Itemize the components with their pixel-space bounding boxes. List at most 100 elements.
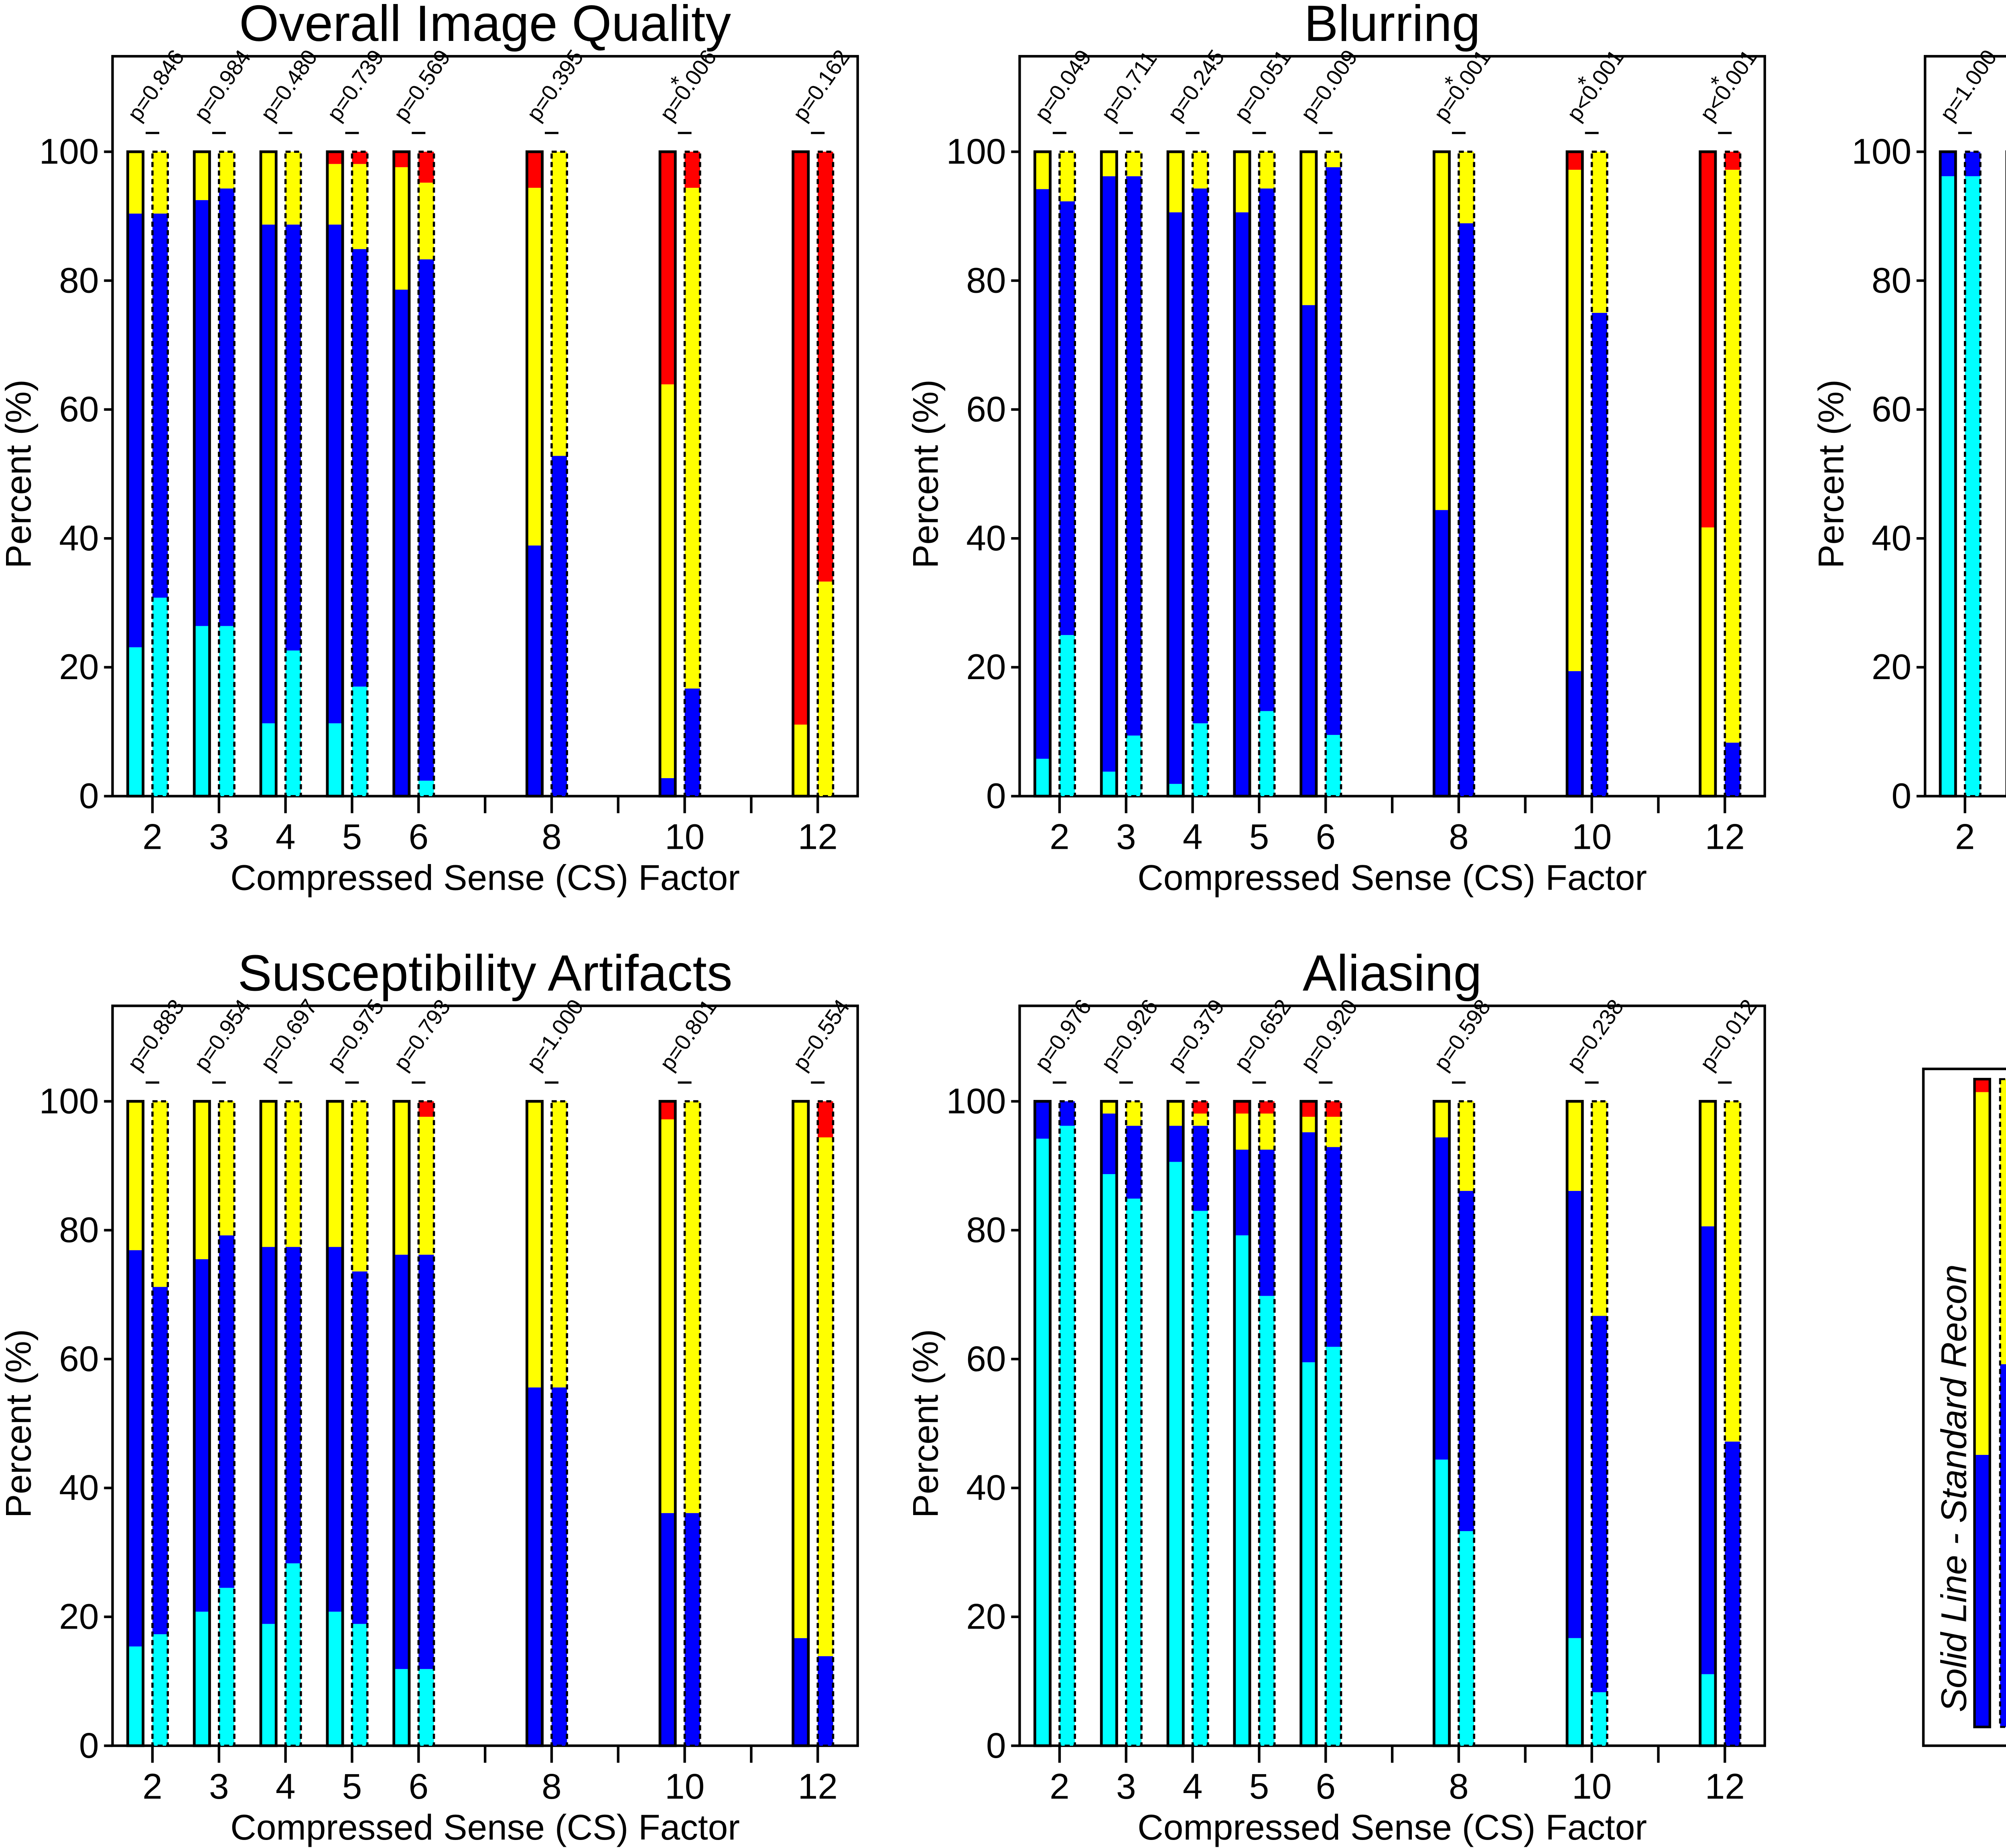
bar-segment [1035,1138,1050,1746]
bar-segment [660,1119,676,1513]
bar-segment [1567,152,1583,170]
y-axis-label: Percent (%) [906,1329,946,1518]
bar-segment [793,724,808,796]
bar-ai-denoising-recon [683,150,701,797]
bar-ai-denoising-recon [1058,150,1076,797]
bar-segment [818,581,833,796]
y-tick-label: 0 [79,776,99,816]
legend-dashed-bar [1999,1078,2006,1728]
bar-segment [1301,1132,1316,1363]
y-axis-label: Percent (%) [906,379,946,568]
bar-segment [1168,1101,1184,1126]
x-tick-label: 12 [798,817,838,857]
bar-standard-recon [193,150,211,798]
bar-segment [1059,1101,1075,1126]
bar-segment [1192,1126,1208,1211]
bar-ai-denoising-recon [1324,1100,1342,1747]
x-tick-label: 2 [1955,817,1975,857]
bar-segment [1234,1235,1250,1746]
bar-segment [352,249,367,687]
bar-segment [1259,188,1275,711]
bar-segment [1326,167,1341,735]
bar-segment [285,1101,301,1247]
bar-ai-denoising-recon [1458,150,1475,797]
bar-standard-recon [1166,1100,1185,1747]
bar-segment [394,167,409,290]
bar-segment [1192,723,1208,796]
bar-segment [1059,201,1075,635]
bar-segment [1725,742,1740,796]
y-tick-label: 0 [1892,776,1912,816]
bar-segment [1326,1347,1341,1746]
bar-standard-recon [1299,150,1318,798]
bar-segment [418,183,434,260]
bar-segment [1592,152,1607,313]
bar-segment [1126,1126,1142,1199]
legend-solid-line-label: Solid Line - Standard Recon [1933,1264,1974,1712]
bar-segment [660,1513,676,1746]
x-tick-label: 2 [142,1766,162,1806]
x-tick-label: 5 [1249,1766,1269,1806]
bar-segment [1101,1101,1117,1114]
bar-standard-recon [1565,150,1584,798]
bar-standard-recon [126,150,145,798]
x-tick-label: 6 [408,1766,428,1806]
bar-segment [1035,189,1050,759]
chart-title: Blurring [1304,0,1480,52]
bar-segment [1458,152,1474,223]
legend-solid-bar [1973,1078,1991,1728]
x-tick-label: 5 [1249,817,1269,857]
bar-segment [1725,1101,1740,1442]
legend-bar-segment [1974,1454,1990,1727]
bar-ai-denoising-recon [1724,1100,1742,1747]
bar-segment [418,1101,434,1117]
legend-bar-segment [1974,1079,1990,1092]
bar-standard-recon [1233,1100,1251,1747]
bar-segment [261,1624,276,1746]
bar-ai-denoising-recon [351,150,369,797]
bar-segment [128,1646,143,1746]
legend: LegendSolid Line - Standard ReconDashed … [1922,1067,2006,1747]
bar-segment [219,188,235,626]
bar-segment [394,290,409,796]
bar-segment [551,1101,567,1388]
x-tick-label: 12 [1705,817,1745,857]
x-tick-label: 10 [665,817,705,857]
bar-segment [1301,1101,1316,1117]
bar-segment [1592,312,1607,796]
bar-segment [1567,671,1583,796]
bar-segment [285,224,301,651]
bar-ai-denoising-recon [1191,150,1209,797]
y-tick-label: 20 [59,647,99,687]
bar-segment [261,1247,276,1624]
bar-segment [327,723,343,796]
bar-standard-recon [1565,1100,1584,1747]
bar-standard-recon [1033,150,1052,798]
bar-segment [551,1387,567,1746]
x-tick-label: 4 [276,817,296,857]
chart-panel: Perceived SNR020406080100Percent (%)2345… [1811,45,2006,857]
bar-segment [684,188,700,689]
bar-segment [128,1250,143,1647]
chart-panel: Susceptibility Artifacts 0 20 40 60 80 100 Perc… [0,945,859,1847]
bar-segment [1301,1362,1316,1746]
bar-segment [128,647,143,796]
x-tick-label: 8 [542,817,562,857]
bar-ai-denoising-recon [151,1100,169,1747]
bar-segment [1326,1117,1341,1147]
bar-segment [327,152,343,164]
y-tick-label: 80 [1872,260,1911,300]
bar-segment [660,384,676,778]
bar-standard-recon [658,150,677,798]
x-tick-label: 5 [342,1766,362,1806]
x-tick-label: 4 [1183,817,1203,857]
x-tick-label: 4 [276,1766,296,1806]
y-axis-label: Percent (%) [1811,379,1851,568]
bar-segment [1234,1101,1250,1114]
x-axis-label: Compressed Sense (CS) Factor [230,858,740,898]
y-tick-label: 40 [59,1467,99,1507]
bar-segment [394,152,409,167]
bar-segment [1101,176,1117,772]
bar-standard-recon [259,150,278,798]
